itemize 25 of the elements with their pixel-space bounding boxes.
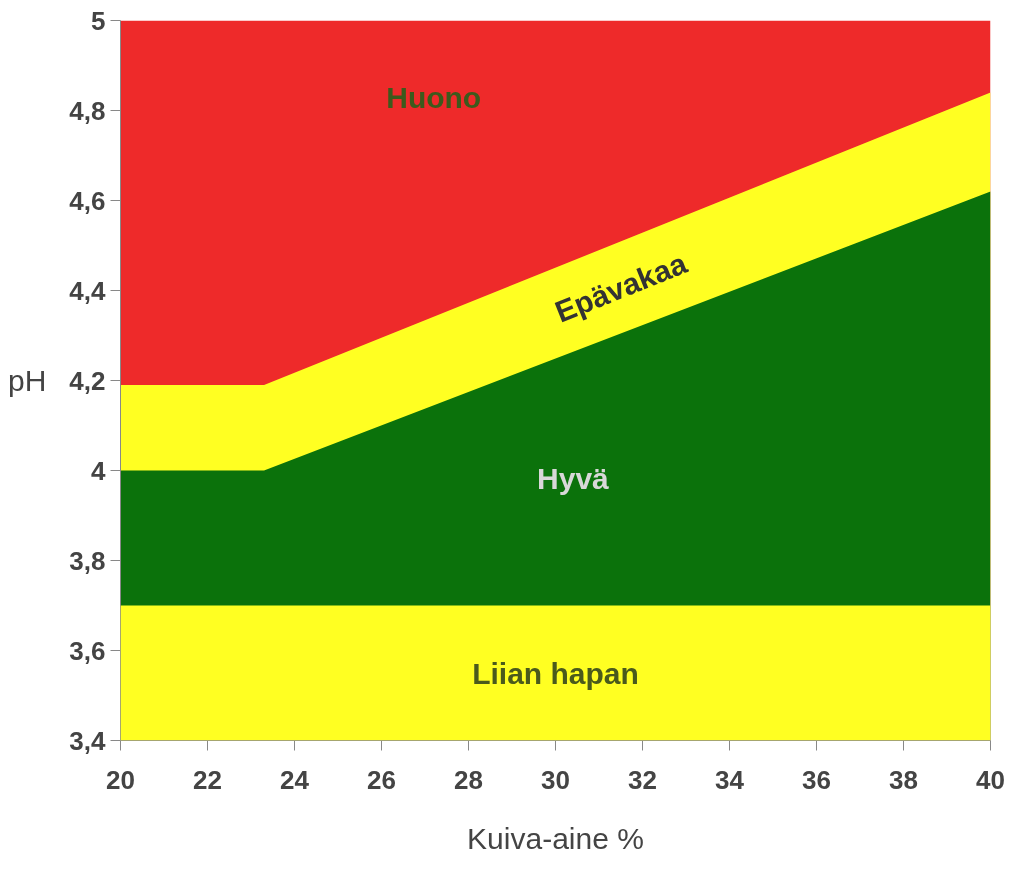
y-tick-label: 4: [91, 455, 107, 486]
band-label: Liian hapan: [472, 656, 639, 690]
x-tick-label: 30: [541, 764, 570, 795]
x-tick-label: 24: [280, 764, 310, 795]
y-tick-label: 3,6: [69, 635, 106, 666]
x-tick-label: 40: [976, 764, 1005, 795]
y-tick-label: 5: [91, 5, 106, 36]
y-tick-label: 4,4: [69, 275, 107, 306]
y-tick-label: 3,4: [69, 725, 107, 756]
annotation: Huono: [386, 80, 482, 114]
x-tick-label: 34: [715, 764, 745, 795]
y-axis-title: pH: [8, 364, 47, 397]
x-tick-label: 32: [628, 764, 657, 795]
y-tick-label: 4,6: [69, 185, 106, 216]
x-tick-label: 28: [454, 764, 483, 795]
x-tick-label: 22: [193, 764, 222, 795]
x-tick-label: 38: [889, 764, 918, 795]
y-tick-label: 4,2: [69, 365, 106, 396]
x-tick-label: 36: [802, 764, 831, 795]
annotation: Hyvä: [537, 462, 610, 496]
x-tick-label: 20: [106, 764, 135, 795]
y-tick-label: 4,8: [69, 95, 106, 126]
y-tick-label: 3,8: [69, 545, 106, 576]
x-tick-label: 26: [367, 764, 396, 795]
x-axis-title: Kuiva-aine %: [467, 821, 644, 855]
